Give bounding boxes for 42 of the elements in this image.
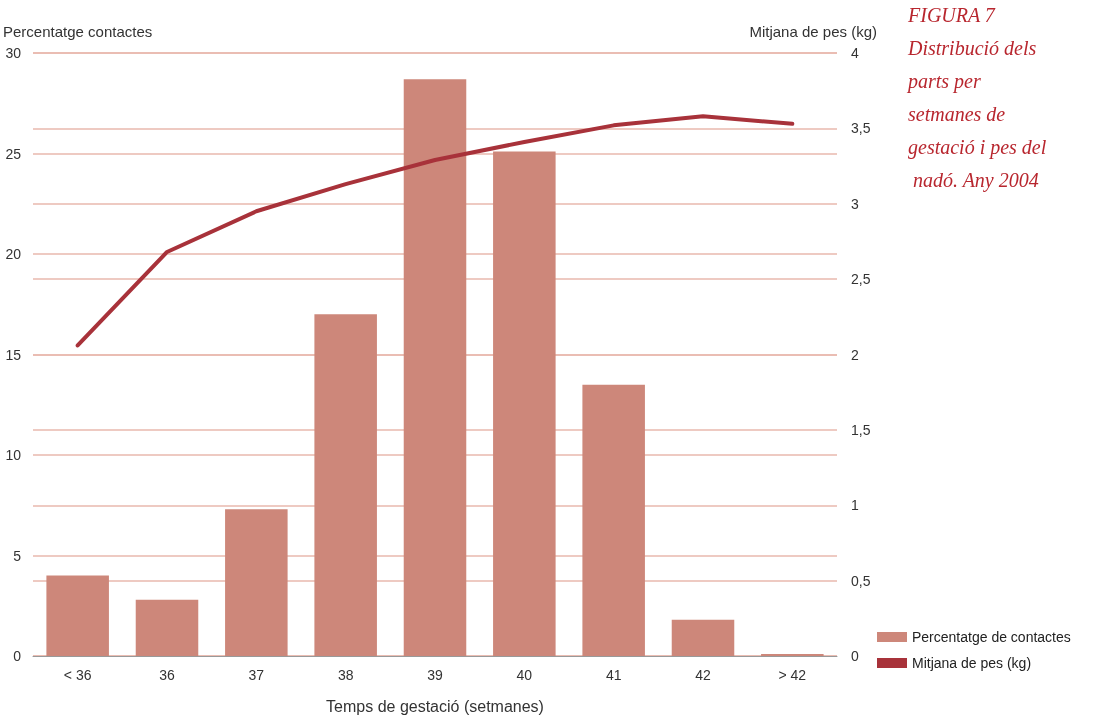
- y2-tick-label: 0: [851, 648, 859, 664]
- x-axis-title: Temps de gestació (setmanes): [326, 697, 544, 715]
- x-tick-label: 39: [427, 667, 443, 683]
- y-tick-label: 5: [13, 547, 22, 564]
- bar: [761, 653, 824, 656]
- y2-tick-label: 1: [851, 497, 859, 514]
- bar: [225, 509, 288, 656]
- x-tick-label: 38: [337, 667, 354, 683]
- bar: [493, 151, 556, 656]
- bar: [582, 384, 645, 656]
- y-tick-label: 30: [5, 45, 22, 61]
- x-tick-label: < 36: [63, 667, 92, 683]
- y-tick-label: 15: [5, 346, 22, 363]
- legend-label: Mitjana de pes (kg): [912, 655, 1032, 671]
- y2-tick-label: 1,5: [851, 421, 871, 438]
- bar: [403, 79, 467, 656]
- x-tick-label: 41: [605, 667, 622, 683]
- text: FIGURA 7: [907, 4, 996, 26]
- y2-tick-label: 2,5: [851, 271, 871, 288]
- x-tick-label: > 42: [778, 667, 807, 683]
- x-tick-label: 36: [159, 667, 175, 683]
- bar: [135, 599, 199, 656]
- bar: [671, 619, 735, 656]
- y-axis-title: Percentatge contactes: [3, 23, 153, 40]
- x-tick-label: 40: [516, 667, 533, 683]
- y-tick-label: 10: [5, 447, 22, 463]
- legend-label: Percentatge de contactes: [912, 629, 1071, 645]
- bar: [314, 314, 377, 656]
- y2-tick-label: 2: [851, 346, 859, 363]
- text: Distribució dels parts per setmanes de gestació i pes del nadó. Any 2004: [906, 36, 1047, 192]
- bar: [46, 575, 109, 656]
- y-tick-label: 25: [5, 145, 22, 162]
- y-tick-label: 0: [13, 648, 22, 664]
- y2-tick-label: 3: [851, 195, 859, 212]
- y2-tick-label: 3,5: [851, 120, 871, 137]
- x-tick-label: 42: [695, 667, 711, 683]
- y-tick-label: 20: [5, 246, 22, 262]
- y2-tick-label: 0,5: [851, 572, 871, 589]
- line-series: [75, 114, 795, 348]
- x-tick-label: 37: [248, 667, 265, 683]
- y2-tick-label: 4: [851, 45, 859, 61]
- y2-axis-title: Mitjana de pes (kg): [749, 23, 877, 40]
